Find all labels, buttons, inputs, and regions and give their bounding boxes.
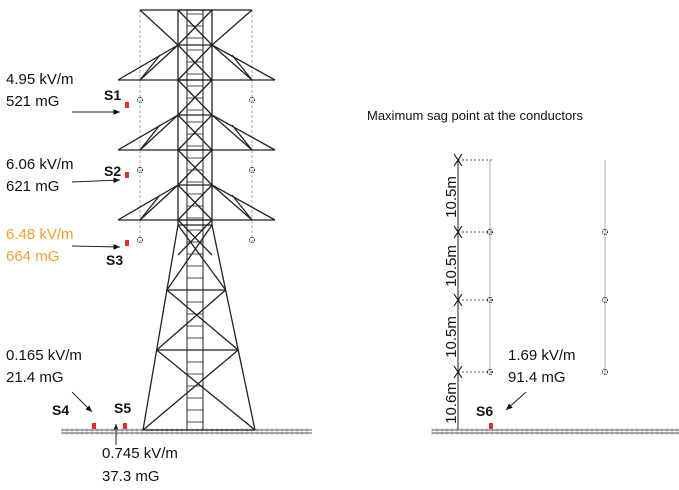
tower-member xyxy=(231,54,253,81)
b-field: 21.4 mG xyxy=(6,369,64,386)
tower-member xyxy=(139,44,179,81)
sensor-marker xyxy=(123,423,127,429)
dimension: 10.5m xyxy=(443,245,460,287)
conductor xyxy=(487,297,493,303)
sensor-id: S4 xyxy=(52,402,69,418)
tower-member xyxy=(142,349,239,431)
conductor xyxy=(249,237,255,243)
tower-member xyxy=(177,79,213,116)
tower-member xyxy=(117,184,179,221)
dimension: 10.5m xyxy=(443,176,460,218)
e-field: 6.48 kV/m xyxy=(6,226,74,243)
b-field: 37.3 mG xyxy=(102,468,160,485)
conductor xyxy=(249,167,255,173)
conductor xyxy=(602,229,608,235)
pointer-arrow xyxy=(71,179,121,183)
conductor xyxy=(487,369,493,375)
tower-member xyxy=(156,289,227,351)
tower-member xyxy=(211,114,253,151)
tower-member xyxy=(211,184,253,221)
sensor-id: S3 xyxy=(106,252,123,268)
sensor-id: S1 xyxy=(104,87,121,103)
pointer-arrow xyxy=(71,391,93,413)
conductor xyxy=(487,229,493,235)
b-field: 91.4 mG xyxy=(508,369,566,386)
dimension: 10.5m xyxy=(443,316,460,358)
dimension: 10.6m xyxy=(443,382,460,424)
tower-member xyxy=(231,124,253,151)
sensor-marker xyxy=(92,423,96,429)
tower-member xyxy=(211,224,256,431)
tower-member xyxy=(211,44,276,81)
tower-member xyxy=(177,114,213,151)
b-field: 664 mG xyxy=(6,248,59,265)
conductor xyxy=(137,237,143,243)
tower-member xyxy=(139,54,161,81)
e-field: 6.06 kV/m xyxy=(6,156,74,173)
tower-member xyxy=(211,44,253,81)
conductor xyxy=(137,97,143,103)
sensor-marker xyxy=(125,172,129,178)
tower-member xyxy=(211,184,276,221)
tower-member xyxy=(139,114,179,151)
b-field: 521 mG xyxy=(6,93,59,110)
tower-member xyxy=(139,9,179,46)
tower-member xyxy=(156,349,256,431)
tower-member xyxy=(211,114,276,151)
b-field: 621 mG xyxy=(6,178,59,195)
sensor-id: S5 xyxy=(114,400,131,416)
tower-member xyxy=(139,194,161,221)
e-field: 0.745 kV/m xyxy=(102,445,178,462)
conductor xyxy=(602,297,608,303)
tower-member xyxy=(139,124,161,151)
tower-member xyxy=(177,9,213,46)
tower-member xyxy=(142,224,179,431)
e-field: 1.69 kV/m xyxy=(508,347,576,364)
conductor xyxy=(602,369,608,375)
title: Maximum sag point at the conductors xyxy=(367,108,584,123)
tower-member xyxy=(231,194,253,221)
tower-member xyxy=(139,184,179,221)
conductor xyxy=(249,97,255,103)
tower-member xyxy=(177,219,213,256)
sensor-marker xyxy=(489,423,493,429)
sensor-marker xyxy=(125,102,129,108)
tower-member xyxy=(177,149,213,186)
conductor xyxy=(137,167,143,173)
e-field: 0.165 kV/m xyxy=(6,347,82,364)
tower-member xyxy=(211,9,253,46)
tower-member xyxy=(166,224,213,291)
pointer-arrow xyxy=(71,245,121,248)
sensor-id: S2 xyxy=(104,163,121,179)
tower-member xyxy=(117,44,179,81)
sensor-marker xyxy=(125,240,129,246)
pointer-arrow xyxy=(505,391,527,411)
tower-member xyxy=(177,44,213,81)
e-field: 4.95 kV/m xyxy=(6,71,74,88)
tower-member xyxy=(117,114,179,151)
tower-member xyxy=(177,224,227,291)
sensor-id: S6 xyxy=(476,403,493,419)
tower-member xyxy=(177,184,213,221)
